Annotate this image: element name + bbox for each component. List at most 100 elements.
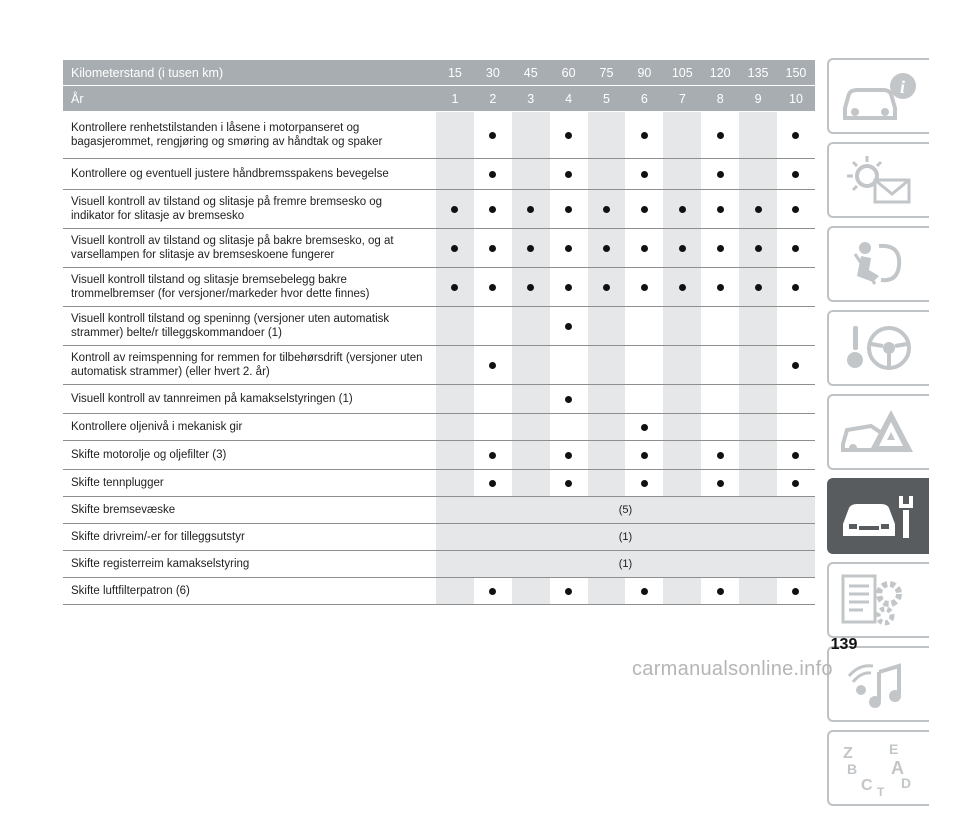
km-value: 15 — [447, 65, 462, 80]
interval-cell — [777, 414, 815, 440]
service-dot — [565, 283, 573, 291]
service-dot — [489, 244, 497, 252]
interval-cell — [625, 159, 663, 189]
interval-cell — [663, 385, 702, 413]
interval-cell — [625, 190, 663, 228]
interval-cell — [511, 578, 550, 604]
interval-cell — [663, 470, 702, 496]
watermark: carmanualsonline.info — [632, 658, 833, 680]
service-dot — [565, 131, 573, 139]
interval-cell — [739, 190, 778, 228]
interval-cell — [701, 441, 739, 469]
year-value: 2 — [489, 91, 497, 106]
interval-cell — [777, 112, 815, 158]
table-row: Skifte luftfilterpatron (6) — [63, 578, 815, 605]
service-dot — [451, 244, 459, 252]
interval-cell — [587, 112, 626, 158]
interval-cell — [550, 385, 588, 413]
interval-cell — [550, 112, 588, 158]
table-row: Visuell kontroll av tilstand og slitasje… — [63, 190, 815, 229]
service-dot — [754, 283, 762, 291]
interval-cell — [739, 470, 778, 496]
interval-cell — [739, 441, 778, 469]
service-dot — [489, 479, 497, 487]
year-value: 5 — [603, 91, 610, 106]
interval-cell — [550, 229, 588, 267]
interval-cell — [777, 159, 815, 189]
interval-cell — [474, 229, 512, 267]
row-label: Skifte motorolje og oljefilter (3) — [71, 449, 227, 461]
tab-multimedia[interactable] — [827, 646, 929, 722]
tab-warning-lights[interactable] — [827, 142, 929, 218]
tab-service[interactable] — [827, 478, 929, 554]
interval-cell — [511, 190, 550, 228]
interval-cell — [587, 414, 626, 440]
service-dot — [565, 322, 573, 330]
multimedia-icon — [847, 663, 901, 708]
row-label: Visuell kontroll tilstand og speninng (v… — [71, 313, 390, 339]
service-dot — [640, 170, 648, 178]
interval-cell — [474, 470, 512, 496]
interval-cell — [436, 385, 474, 413]
service-dot — [792, 479, 800, 487]
service-dot — [527, 283, 535, 291]
row-label: Kontroll av reimspenning for remmen for … — [71, 352, 423, 378]
service-dot — [527, 244, 535, 252]
interval-cell — [777, 470, 815, 496]
km-label: Kilometerstand (i tusen km) — [71, 65, 224, 80]
km-value: 60 — [561, 65, 576, 80]
interval-cell — [587, 229, 626, 267]
interval-cell — [739, 307, 778, 345]
service-dot — [754, 205, 762, 213]
interval-cell — [511, 414, 550, 440]
interval-cell — [587, 307, 626, 345]
interval-cell — [739, 112, 778, 158]
interval-cell — [436, 346, 474, 384]
row-label: Skifte luftfilterpatron (6) — [71, 585, 190, 597]
interval-cell — [663, 112, 702, 158]
interval-cell — [511, 159, 550, 189]
tab-technical-data[interactable] — [827, 562, 929, 638]
service-dot — [565, 451, 573, 459]
interval-cell — [511, 385, 550, 413]
interval-cell — [511, 229, 550, 267]
interval-cell — [663, 414, 702, 440]
interval-cell — [701, 385, 739, 413]
row-label: Skifte drivreim/-er for tilleggsutstyr — [71, 531, 245, 543]
service-dot — [565, 170, 573, 178]
interval-cell — [550, 414, 588, 440]
service-dot — [792, 131, 800, 139]
service-dot — [716, 479, 724, 487]
tab-safety[interactable] — [827, 226, 929, 302]
interval-cell — [777, 268, 815, 306]
row-note: (5) — [436, 497, 815, 523]
table-row: Visuell kontroll tilstand og speninng (v… — [63, 307, 815, 346]
interval-cell — [777, 190, 815, 228]
service-dot — [716, 170, 724, 178]
tab-car-info[interactable]: i — [827, 58, 929, 134]
tab-index[interactable]: Z E B A C D T — [827, 730, 929, 806]
year-value: 7 — [678, 91, 686, 106]
tab-starting-driving[interactable] — [827, 310, 929, 386]
service-dot — [792, 361, 800, 369]
year-value: 10 — [789, 91, 803, 106]
year-value: 3 — [527, 91, 535, 106]
interval-cell — [663, 346, 702, 384]
km-value: 105 — [671, 65, 693, 80]
interval-cell — [436, 159, 474, 189]
tab-emergency[interactable] — [827, 394, 929, 470]
interval-cell — [587, 268, 626, 306]
interval-cell — [777, 441, 815, 469]
service-dot — [489, 587, 497, 595]
table-row: Kontrollere oljenivå i mekanisk gir — [63, 414, 815, 441]
interval-cell — [625, 578, 663, 604]
interval-cell — [474, 268, 512, 306]
service-dot — [603, 283, 610, 291]
table-row: Kontroll av reimspenning for remmen for … — [63, 346, 815, 385]
table-row: Visuell kontroll tilstand og slitasje br… — [63, 268, 815, 307]
service-dot — [489, 131, 497, 139]
service-dot — [565, 587, 573, 595]
service-dot — [489, 451, 497, 459]
index-letter: C — [861, 777, 873, 794]
interval-cell — [474, 578, 512, 604]
